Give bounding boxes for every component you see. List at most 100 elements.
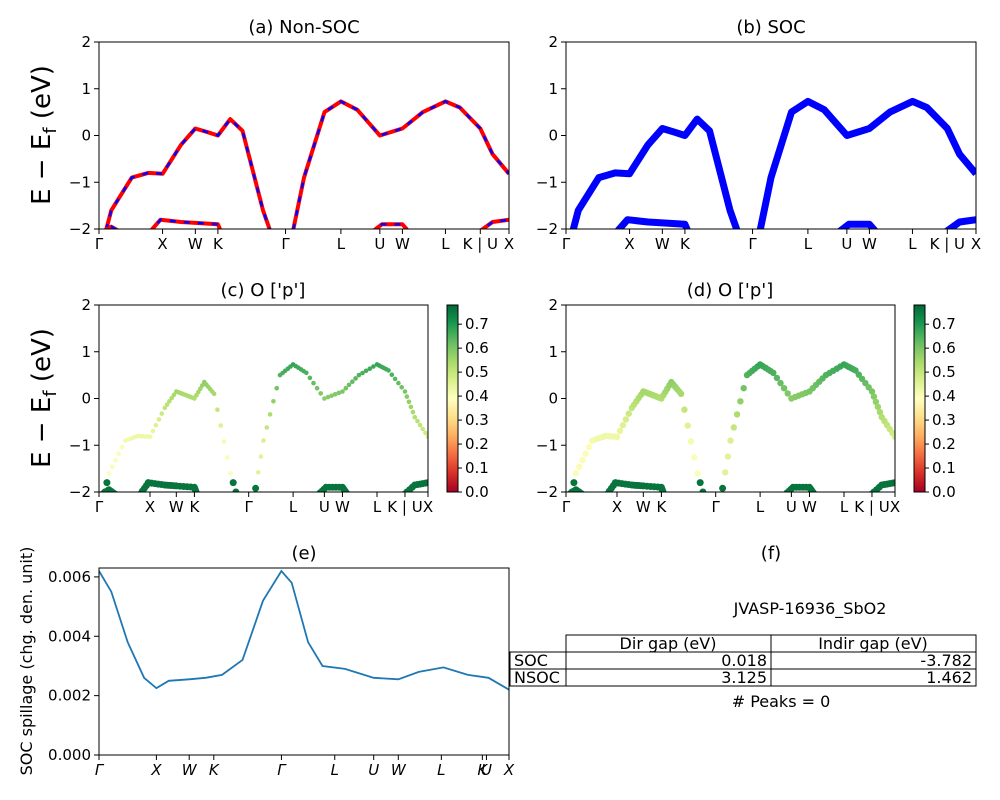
y-tick-label: −1 (536, 173, 558, 191)
x-tick-label: U (319, 498, 330, 516)
band-point (307, 375, 313, 381)
table-cell: 0.018 (721, 651, 767, 670)
band-point (363, 368, 369, 374)
x-tick-label: Γ (281, 235, 290, 253)
band-point (340, 389, 345, 394)
band-point (613, 433, 621, 440)
x-tick-label: X (423, 498, 433, 516)
y-tick-label: 0.006 (48, 568, 91, 586)
band-point (329, 393, 334, 399)
x-tick-label: X (624, 235, 634, 253)
band-point (737, 398, 744, 405)
table-header-dir: Dir gap (eV) (620, 634, 717, 653)
y-tick-label: 1 (81, 80, 91, 98)
colorbar-tick-label: 0.2 (932, 435, 956, 453)
x-tick-label: Γ (245, 498, 254, 516)
x-tick-label: X (890, 498, 900, 516)
band-point (423, 430, 428, 436)
band-point (153, 422, 159, 428)
band-point (116, 451, 121, 457)
band-point (115, 491, 118, 492)
band-point (343, 385, 349, 391)
x-tick-label: K | U (387, 498, 422, 516)
band-point (870, 393, 878, 400)
colorbar-tick-label: 0.6 (932, 339, 956, 357)
band-point (147, 434, 153, 440)
band-point (332, 392, 338, 397)
band-point (271, 399, 276, 404)
x-tick-label: L (908, 235, 917, 253)
band-point (868, 388, 876, 395)
band-point (135, 493, 142, 500)
x-tick-label: X (150, 761, 162, 779)
band-line-dashed (150, 218, 222, 229)
x-tick-label: L (289, 498, 298, 516)
band-point (106, 471, 112, 476)
band-point (232, 488, 240, 492)
y-tick-label: 0 (81, 390, 91, 408)
plot-area (103, 99, 509, 229)
colorbar-tick-label: 0.7 (932, 315, 956, 333)
y-tick-label: 0.000 (48, 746, 91, 764)
band-point (221, 439, 227, 444)
y-tick-label: 0 (548, 127, 558, 145)
x-tick-label: L (337, 235, 346, 253)
band-point (159, 411, 165, 416)
band-point (346, 382, 352, 388)
colorbar-tick-label: 0.2 (465, 435, 489, 453)
band-point (171, 392, 177, 398)
band-point (150, 428, 156, 434)
x-tick-label: X (612, 498, 622, 516)
x-tick-label: K | U (930, 235, 965, 253)
y-tick-label: 2 (548, 296, 558, 314)
band-line (836, 220, 879, 229)
band-point (392, 376, 398, 382)
table-cell: -3.782 (920, 651, 972, 670)
band-point (579, 457, 586, 464)
colorbar-tick-label: 0.0 (932, 483, 956, 501)
band-point (353, 376, 358, 381)
panel-a-title: (a) Non-SOC (248, 17, 359, 38)
x-tick-label: X (504, 235, 514, 253)
band-point (325, 394, 331, 400)
band-point (389, 372, 395, 378)
y-tick-label: −1 (69, 173, 91, 191)
band-point (719, 484, 727, 492)
band-point (247, 517, 254, 524)
band-point (702, 498, 709, 505)
x-tick-label: K (477, 761, 488, 779)
colorbar-tick-label: 0.6 (465, 339, 489, 357)
colorbar-gradient (446, 304, 459, 493)
band-point (417, 422, 423, 428)
x-tick-label: W (862, 235, 877, 253)
band-point (730, 424, 737, 431)
band-point (408, 404, 414, 410)
table-cell: 3.125 (721, 668, 767, 687)
band-line-dashed (105, 117, 271, 229)
table-cell: 1.462 (926, 668, 972, 687)
x-tick-label: U (368, 761, 379, 779)
x-tick-label: U (786, 498, 797, 516)
x-tick-label: L (756, 498, 765, 516)
x-tick-label: W (802, 498, 817, 516)
band-line (479, 217, 509, 229)
band-line (569, 115, 741, 229)
x-tick-label: W (395, 235, 410, 253)
x-tick-label: Γ (562, 498, 571, 516)
band-point (96, 517, 103, 524)
band-point (115, 493, 122, 500)
band-point (215, 407, 220, 413)
plot-area (566, 361, 895, 505)
band-point (258, 454, 264, 459)
band-point (192, 396, 197, 401)
band-point (733, 411, 741, 418)
band-point (103, 479, 111, 487)
x-tick-label: K (213, 235, 224, 253)
band-point (240, 517, 247, 524)
band-point (169, 395, 174, 401)
band-point (415, 418, 420, 424)
band-point (198, 386, 203, 392)
colorbar-tick-label: 0.3 (932, 411, 956, 429)
band-line-dashed (104, 225, 118, 229)
band-point (218, 423, 223, 428)
